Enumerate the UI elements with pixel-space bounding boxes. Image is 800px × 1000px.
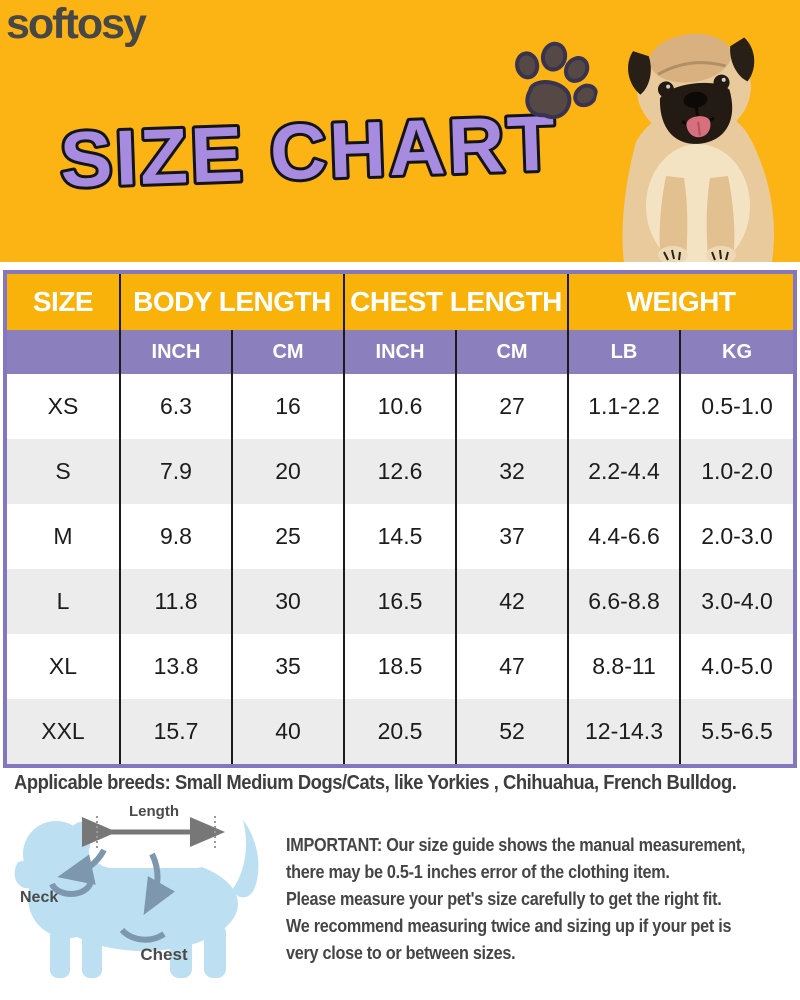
unit-header: INCH [345, 330, 457, 374]
table-cell: XXL [7, 699, 121, 764]
table-cell: 4.4-6.6 [569, 504, 681, 569]
table-cell: 16 [233, 374, 345, 439]
table-cell: 3.0-4.0 [681, 569, 793, 634]
table-cell: 13.8 [121, 634, 233, 699]
brand-logo: softosy [6, 0, 147, 48]
applicable-breeds-note: Applicable breeds: Small Medium Dogs/Cat… [14, 772, 737, 794]
table-cell: 12-14.3 [569, 699, 681, 764]
page-title-text: SIZE CHART [59, 98, 560, 203]
table-cell: XL [7, 634, 121, 699]
table-cell: 10.6 [345, 374, 457, 439]
important-line: very close to or between sizes. [286, 943, 516, 963]
table-cell: 37 [457, 504, 569, 569]
table-cell: 20 [233, 439, 345, 504]
table-cell: 9.8 [121, 504, 233, 569]
neck-label: Neck [20, 889, 58, 906]
size-table: SIZE BODY LENGTH CHEST LENGTH WEIGHT INC… [3, 270, 797, 768]
table-cell: 25 [233, 504, 345, 569]
table-cell: 11.8 [121, 569, 233, 634]
table-cell: 14.5 [345, 504, 457, 569]
paw-icon [497, 32, 607, 139]
important-line: Please measure your pet's size carefully… [286, 889, 722, 909]
important-line: there may be 0.5-1 inches error of the c… [286, 862, 670, 882]
column-header-chest-length: CHEST LENGTH [345, 274, 569, 330]
table-cell: 12.6 [345, 439, 457, 504]
table-cell: 52 [457, 699, 569, 764]
unit-header-blank [7, 330, 121, 374]
table-cell: 1.1-2.2 [569, 374, 681, 439]
table-cell: 6.6-8.8 [569, 569, 681, 634]
table-cell: XS [7, 374, 121, 439]
important-note: IMPORTANT: Our size guide shows the manu… [286, 832, 749, 967]
table-cell: 5.5-6.5 [681, 699, 793, 764]
table-cell: 30 [233, 569, 345, 634]
unit-header: INCH [121, 330, 233, 374]
table-cell: 18.5 [345, 634, 457, 699]
unit-header: CM [457, 330, 569, 374]
table-cell: M [7, 504, 121, 569]
dog-measurement-diagram: Length Neck Chest [4, 802, 282, 995]
table-cell: 42 [457, 569, 569, 634]
table-cell: 32 [457, 439, 569, 504]
table-cell: 27 [457, 374, 569, 439]
table-cell: 35 [233, 634, 345, 699]
table-cell: 6.3 [121, 374, 233, 439]
table-cell: S [7, 439, 121, 504]
table-cell: 2.0-3.0 [701, 523, 773, 549]
important-line: IMPORTANT: Our size guide shows the manu… [286, 835, 746, 855]
chest-label: Chest [140, 945, 188, 964]
table-cell: 4.0-5.0 [701, 653, 773, 679]
table-cell: 15.7 [121, 699, 233, 764]
page-title: SIZE CHART [52, 92, 572, 215]
table-cell: 20.5 [345, 699, 457, 764]
unit-header: LB [569, 330, 681, 374]
banner: softosy SIZE CHART [0, 0, 800, 268]
column-header-size: SIZE [7, 274, 121, 330]
column-header-weight: WEIGHT [569, 274, 793, 330]
table-cell: 47 [457, 634, 569, 699]
column-header-body-length: BODY LENGTH [121, 274, 345, 330]
important-line: We recommend measuring twice and sizing … [286, 916, 732, 936]
table-cell: 1.0-2.0 [681, 439, 793, 504]
table-cell: 40 [233, 699, 345, 764]
table-cell: L [7, 569, 121, 634]
length-label: Length [129, 803, 179, 820]
table-cell: 0.5-1.0 [701, 393, 773, 419]
table-cell: 2.2-4.4 [569, 439, 681, 504]
table-cell: 16.5 [345, 569, 457, 634]
table-cell: 7.9 [121, 439, 233, 504]
unit-header: CM [233, 330, 345, 374]
pug-photo [598, 14, 796, 268]
unit-header: KG [681, 330, 793, 374]
table-cell: 8.8-11 [569, 634, 681, 699]
